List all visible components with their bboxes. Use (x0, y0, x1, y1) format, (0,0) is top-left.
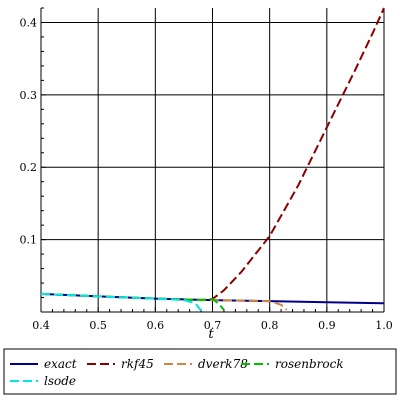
legend: exact rkf45 dverk78 rosenbrock lsode (3, 348, 397, 395)
x-tick-label: 0.5 (89, 319, 107, 332)
legend-box (3, 348, 397, 395)
y-tick-label: 0.4 (20, 16, 38, 29)
x-tick-label: 0.4 (32, 319, 50, 332)
y-tick-label: 0.1 (20, 234, 38, 247)
x-tick-label: 0.7 (204, 319, 222, 332)
x-tick-label: 1.0 (375, 319, 393, 332)
x-tick-label: 0.9 (318, 319, 336, 332)
legend-label-lsode: lsode (44, 374, 76, 388)
series-line-lsode (40, 292, 202, 312)
legend-label-exact: exact (44, 357, 77, 371)
legend-label-dverk78: dverk78 (198, 357, 248, 371)
x-axis-title: t (208, 327, 214, 342)
legend-label-rkf45: rkf45 (121, 357, 154, 371)
x-tick-label: 0.6 (147, 319, 165, 332)
tick-labels: 0.4 0.5 0.6 0.7 0.8 0.9 1.0 0.1 0.2 0.3 0.4 (20, 16, 393, 332)
series-line-rkf45 (40, 7, 385, 302)
legend-label-rosenbrock: rosenbrock (275, 357, 344, 371)
y-tick-label: 0.3 (20, 89, 38, 102)
grid (41, 8, 385, 312)
x-tick-label: 0.8 (261, 319, 279, 332)
axes (40, 7, 385, 313)
series-line-rosenbrock (40, 292, 225, 311)
y-tick-label: 0.2 (20, 161, 38, 174)
series-lines (40, 7, 385, 312)
